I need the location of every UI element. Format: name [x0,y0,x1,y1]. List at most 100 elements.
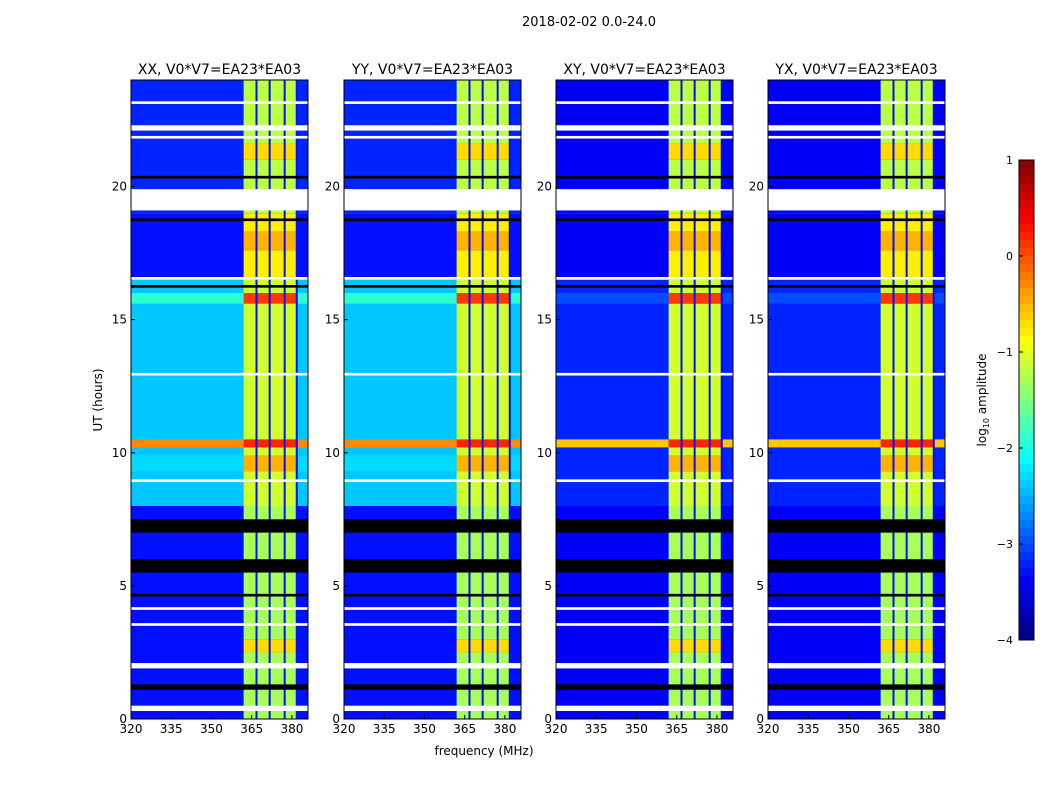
colorbar-cell [1019,600,1034,609]
colorbar-cell [1019,160,1034,169]
flagged-row [768,607,945,610]
flagged-row [344,623,521,626]
y-tick-label: 20 [749,180,764,194]
flagged-row [344,189,521,211]
flagged-row [131,135,308,139]
colorbar-cell [1019,328,1034,337]
colorbar-cell [1019,320,1034,329]
flagged-row [344,607,521,610]
zero-row [344,218,521,222]
colorbar-cell [1019,632,1034,641]
x-tick-label: 320 [333,722,356,736]
zero-row [556,593,733,597]
colorbar-cell [1019,216,1034,225]
y-tick-label: 0 [119,712,127,726]
flagged-row [131,125,308,131]
flagged-row [556,189,733,211]
heatmap-segment [131,439,308,448]
panel-title: YY, V0*V7=EA23*EA03 [351,62,513,78]
rfi-gap-line [496,80,499,719]
y-tick-label: 20 [112,180,127,194]
x-tick-label: 320 [545,722,568,736]
colorbar-cell [1019,392,1034,401]
x-tick-label: 335 [160,722,183,736]
figure-title: 2018-02-02 0.0-24.0 [522,15,656,30]
colorbar-cell [1019,616,1034,625]
colorbar-cell [1019,592,1034,601]
flagged-row [344,101,521,104]
panel-frame [343,79,522,720]
x-tick-label: 380 [705,722,728,736]
colorbar-cell [1019,384,1034,393]
rfi-gap-line [680,80,683,719]
colorbar-cell [1019,304,1034,313]
panel-frame [130,79,309,720]
colorbar-cell [1019,488,1034,497]
colorbar-cell [1019,544,1034,553]
colorbar-cell [1019,424,1034,433]
x-tick-label: 350 [625,722,648,736]
zero-row [344,593,521,597]
colorbar-cell [1019,296,1034,305]
panel-xx: XX, V0*V7=EA23*EA03 320 335 350 365 380 0 5 10 15… [112,62,309,736]
colorbar-cell [1019,264,1034,273]
x-tick-label: 335 [797,722,820,736]
rfi-gap-line [708,80,711,719]
zero-row [344,559,521,573]
flagged-row [556,125,733,131]
zero-row [556,559,733,573]
y-tick-label: 0 [544,712,552,726]
zero-row [768,175,945,179]
flagged-row [556,101,733,104]
flagged-row [344,663,521,669]
panel-frame [767,79,946,720]
colorbar-tick-label: 1 [1006,154,1013,167]
flagged-row [131,189,308,211]
flagged-row [131,277,308,280]
x-tick-label: 380 [917,722,940,736]
rfi-gap-line [255,80,258,719]
flagged-row [344,705,521,712]
colorbar-cell [1019,368,1034,377]
x-axis-label: frequency (MHz) [434,744,533,758]
colorbar-cell [1019,184,1034,193]
y-tick-label: 10 [537,446,552,460]
colorbar-cell [1019,200,1034,209]
colorbar-cell [1019,336,1034,345]
colorbar-tick-label: −4 [997,634,1013,647]
rfi-gap-line [932,80,935,719]
flagged-row [344,479,521,483]
flagged-row [131,607,308,610]
heatmap-segment [131,293,308,304]
x-tick-label: 380 [493,722,516,736]
colorbar-cell [1019,400,1034,409]
zero-row [131,519,308,533]
flagged-row [768,101,945,104]
rfi-gap-line [920,80,923,719]
y-tick-label: 15 [112,313,127,327]
panel-frame [555,79,734,720]
x-tick-label: 365 [453,722,476,736]
panel-yx: YX, V0*V7=EA23*EA03 320 335 350 365 380 0 5 10 15… [749,62,946,736]
heatmap-segment [768,293,945,304]
y-tick-label: 15 [537,313,552,327]
colorbar-cell [1019,584,1034,593]
colorbar-cell [1019,312,1034,321]
rfi-gap-line [295,80,298,719]
colorbar-cell [1019,472,1034,481]
zero-row [768,559,945,573]
colorbar-cell [1019,360,1034,369]
x-tick-label: 335 [585,722,608,736]
rfi-gap-line [720,80,723,719]
y-tick-label: 5 [544,579,552,593]
flagged-row [556,705,733,712]
zero-row [131,218,308,222]
zero-row [556,175,733,179]
y-tick-label: 5 [332,579,340,593]
colorbar-cell [1019,464,1034,473]
y-tick-label: 0 [756,712,764,726]
colorbar-cell [1019,224,1034,233]
colorbar: 1 0 −1 −2 −3 −4 [997,154,1035,647]
colorbar-cell [1019,344,1034,353]
colorbar-cell [1019,280,1034,289]
